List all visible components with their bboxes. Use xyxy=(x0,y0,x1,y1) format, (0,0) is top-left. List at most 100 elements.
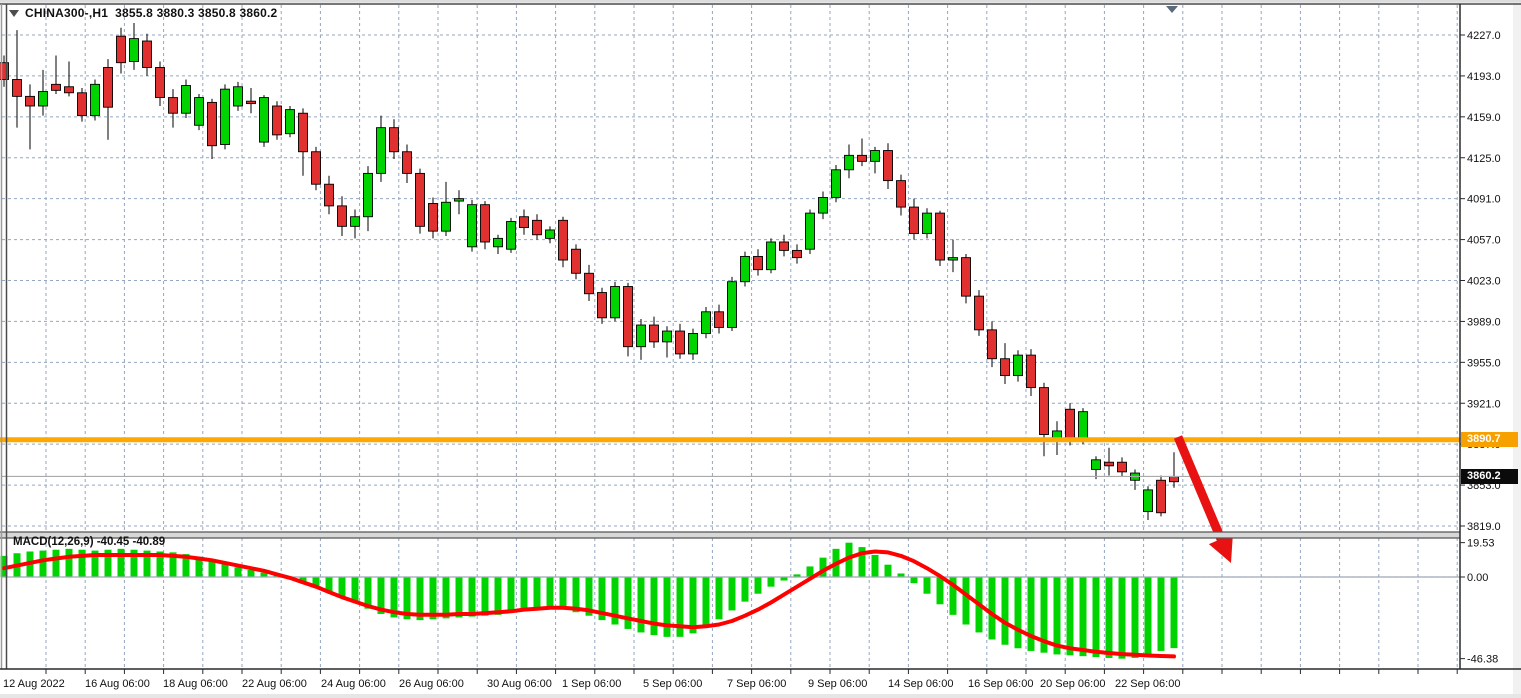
macd-histogram-bar xyxy=(1014,577,1022,649)
candle-body xyxy=(337,205,347,227)
macd-histogram-bar xyxy=(494,577,502,615)
candle-body xyxy=(805,212,815,250)
time-axis-label: 16 Sep 06:00 xyxy=(968,678,1033,690)
candle-body xyxy=(285,109,295,135)
candle-body xyxy=(441,201,451,232)
candle-body xyxy=(623,286,633,348)
macd-histogram-bar xyxy=(611,577,619,625)
macd-histogram-bar xyxy=(1144,577,1152,656)
candle-body xyxy=(545,229,555,239)
time-axis-label: 7 Sep 06:00 xyxy=(727,678,786,690)
price-axis-label: 4057.0 xyxy=(1467,235,1501,247)
candle-body xyxy=(454,198,464,202)
candle-body xyxy=(753,255,763,271)
macd-histogram-bar xyxy=(663,577,671,637)
candle-body xyxy=(155,67,165,99)
macd-histogram-bar xyxy=(715,577,723,620)
macd-histogram-bar xyxy=(39,550,47,577)
time-axis-label: 22 Aug 06:00 xyxy=(242,678,307,690)
macd-histogram-bar xyxy=(1092,577,1100,658)
macd-histogram-bar xyxy=(182,554,190,577)
price-axis-label: 4193.0 xyxy=(1467,71,1501,83)
candle-body xyxy=(220,88,230,145)
macd-histogram-bar xyxy=(481,577,489,616)
price-axis-label: 3921.0 xyxy=(1467,398,1501,410)
macd-histogram-bar xyxy=(130,549,138,577)
macd-histogram-bar xyxy=(728,577,736,611)
candle-body xyxy=(766,241,776,271)
candle-body xyxy=(818,197,828,214)
macd-histogram-bar xyxy=(949,577,957,615)
macd-histogram-bar xyxy=(234,567,242,577)
macd-histogram-bar xyxy=(988,577,996,640)
candle-body xyxy=(64,86,74,94)
candle-body xyxy=(519,216,529,228)
candle-body xyxy=(181,85,191,114)
macd-histogram-bar xyxy=(117,548,125,577)
macd-histogram-bar xyxy=(416,577,424,621)
candle-body xyxy=(987,329,997,360)
macd-histogram-bar xyxy=(780,577,788,581)
candle-body xyxy=(1013,354,1023,377)
candle-body xyxy=(116,35,126,64)
candle-body xyxy=(129,38,139,62)
candle-body xyxy=(1039,387,1049,435)
candle-body xyxy=(207,101,217,147)
panel-separator xyxy=(0,532,1460,538)
macd-histogram-bar xyxy=(858,547,866,577)
macd-histogram-bar xyxy=(585,577,593,616)
candle-body xyxy=(597,292,607,319)
candle-body xyxy=(1065,408,1075,442)
macd-histogram-bar xyxy=(1040,577,1048,653)
time-axis-label: 20 Sep 06:00 xyxy=(1040,678,1105,690)
candle-body xyxy=(428,203,438,232)
price-axis-label: 4227.0 xyxy=(1467,30,1501,42)
candle-body xyxy=(1156,479,1166,514)
macd-histogram-bar xyxy=(806,566,814,577)
macd-histogram-bar xyxy=(442,577,450,619)
candle-body xyxy=(675,330,685,355)
macd-histogram-bar xyxy=(624,577,632,629)
candle-body xyxy=(415,172,425,227)
candle-body xyxy=(25,95,35,107)
macd-histogram-bar xyxy=(247,569,255,577)
macd-histogram-bar xyxy=(897,573,905,577)
macd-histogram-bar xyxy=(962,577,970,625)
time-axis-label: 16 Aug 06:00 xyxy=(85,678,150,690)
macd-histogram-bar xyxy=(455,577,463,618)
candle-body xyxy=(948,257,958,261)
macd-histogram-bar xyxy=(364,577,372,609)
macd-histogram-bar xyxy=(1066,577,1074,656)
macd-histogram-bar xyxy=(1131,577,1139,658)
current-price-tag: 3860.2 xyxy=(1461,469,1518,484)
candle-body xyxy=(1143,489,1153,513)
candle-body xyxy=(194,97,204,126)
candle-body xyxy=(324,183,334,207)
macd-histogram-bar xyxy=(1105,577,1113,658)
candle-body xyxy=(649,324,659,343)
candle-body xyxy=(350,216,360,227)
candle-body xyxy=(1091,459,1101,470)
candle-body xyxy=(688,333,698,355)
macd-histogram-bar xyxy=(598,577,606,621)
macd-histogram-bar xyxy=(936,577,944,605)
candle-body xyxy=(168,97,178,114)
candle-body xyxy=(480,204,490,243)
candle-body xyxy=(1000,358,1010,377)
candle-body xyxy=(922,212,932,235)
candle-body xyxy=(311,151,321,185)
time-axis-label: 18 Aug 06:00 xyxy=(163,678,228,690)
window-top-edge xyxy=(0,0,1521,3)
candle-body xyxy=(246,100,256,105)
triangle-down-icon[interactable] xyxy=(9,10,19,17)
candle-body xyxy=(298,112,308,153)
macd-histogram-bar xyxy=(91,550,99,577)
macd-histogram-bar xyxy=(1053,577,1061,655)
macd-histogram-bar xyxy=(377,577,385,614)
macd-histogram-bar xyxy=(429,577,437,620)
macd-histogram-bar xyxy=(533,577,541,610)
macd-histogram-bar xyxy=(845,542,853,577)
window-bottom-edge xyxy=(0,694,1521,698)
macd-histogram-bar xyxy=(1157,577,1165,651)
candle-body xyxy=(571,248,581,274)
